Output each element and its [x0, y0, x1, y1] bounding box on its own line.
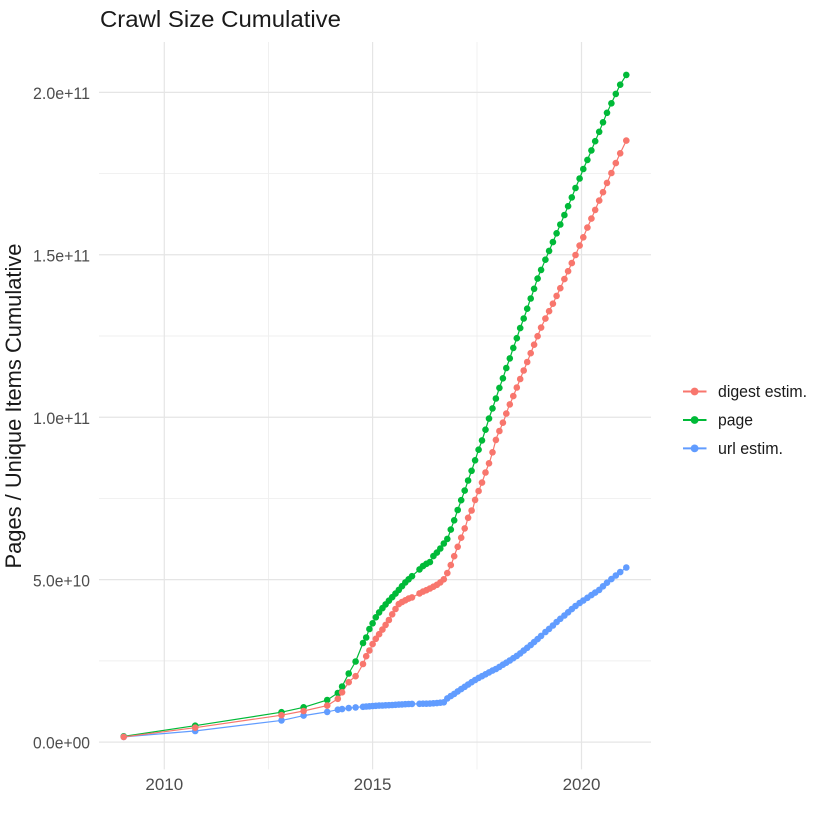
svg-text:2015: 2015 — [354, 775, 392, 794]
svg-text:2.0e+11: 2.0e+11 — [33, 84, 90, 103]
svg-text:1.5e+11: 1.5e+11 — [33, 246, 90, 265]
svg-text:Pages / Unique Items Cumulativ: Pages / Unique Items Cumulative — [1, 244, 26, 569]
svg-text:5.0e+10: 5.0e+10 — [33, 571, 90, 590]
svg-text:2020: 2020 — [563, 775, 601, 794]
svg-text:Crawl Size Cumulative: Crawl Size Cumulative — [100, 6, 341, 32]
svg-text:0.0e+00: 0.0e+00 — [33, 734, 90, 753]
svg-text:url estim.: url estim. — [718, 439, 783, 458]
svg-text:1.0e+11: 1.0e+11 — [33, 409, 90, 428]
svg-text:digest estim.: digest estim. — [718, 382, 807, 401]
svg-text:page: page — [718, 411, 753, 430]
svg-text:2010: 2010 — [145, 775, 183, 794]
